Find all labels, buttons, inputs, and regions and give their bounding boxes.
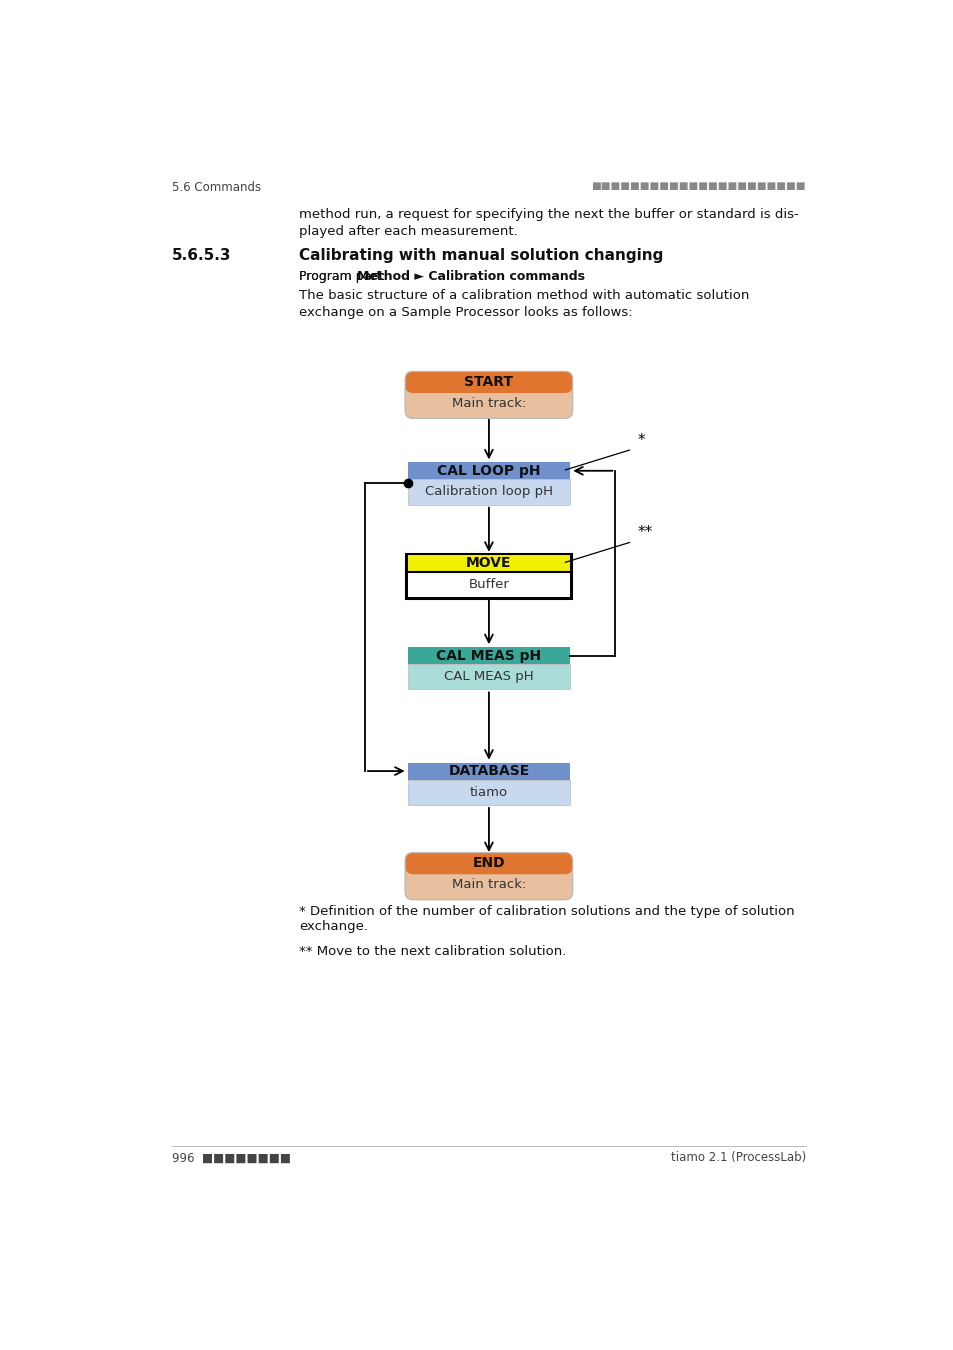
Text: method run, a request for specifying the next the buffer or standard is dis-: method run, a request for specifying the… (298, 208, 798, 221)
Text: Calibrating with manual solution changing: Calibrating with manual solution changin… (298, 248, 662, 263)
Text: tiamo: tiamo (470, 786, 507, 799)
FancyBboxPatch shape (405, 371, 572, 418)
Bar (407, 462, 570, 479)
Text: played after each measurement.: played after each measurement. (298, 225, 517, 238)
Text: *: * (637, 432, 644, 448)
Bar (407, 779, 570, 805)
Bar (407, 763, 570, 779)
Text: ** Move to the next calibration solution.: ** Move to the next calibration solution… (298, 945, 566, 958)
Text: Buffer: Buffer (468, 578, 509, 591)
FancyBboxPatch shape (405, 853, 572, 899)
Text: 996  ■■■■■■■■: 996 ■■■■■■■■ (172, 1152, 291, 1165)
Bar (407, 867, 570, 873)
Bar (407, 664, 570, 690)
Text: Main track:: Main track: (452, 878, 525, 891)
Text: **: ** (637, 525, 652, 540)
FancyBboxPatch shape (405, 853, 572, 875)
Text: * Definition of the number of calibration solutions and the type of solution: * Definition of the number of calibratio… (298, 904, 794, 918)
FancyBboxPatch shape (405, 371, 572, 393)
Bar (407, 386, 570, 393)
Text: END: END (472, 856, 505, 871)
Bar (407, 479, 570, 505)
Text: START: START (464, 375, 513, 389)
Text: CAL MEAS pH: CAL MEAS pH (436, 648, 541, 663)
Text: Program part:: Program part: (298, 270, 389, 282)
Text: The basic structure of a calibration method with automatic solution: The basic structure of a calibration met… (298, 289, 749, 302)
Text: 5.6.5.3: 5.6.5.3 (172, 248, 232, 263)
Bar (407, 555, 570, 571)
Text: CAL LOOP pH: CAL LOOP pH (436, 464, 540, 478)
Text: exchange on a Sample Processor looks as follows:: exchange on a Sample Processor looks as … (298, 306, 632, 319)
Text: ■■■■■■■■■■■■■■■■■■■■■■: ■■■■■■■■■■■■■■■■■■■■■■ (591, 181, 805, 192)
Text: MOVE: MOVE (466, 556, 511, 570)
Text: DATABASE: DATABASE (448, 764, 529, 778)
Bar (406, 554, 571, 598)
Text: CAL MEAS pH: CAL MEAS pH (444, 670, 533, 683)
Bar (407, 571, 570, 597)
Text: Main track:: Main track: (452, 397, 525, 410)
Text: Method ► Calibration commands: Method ► Calibration commands (356, 270, 584, 282)
Bar (407, 647, 570, 664)
Text: exchange.: exchange. (298, 921, 368, 933)
Text: tiamo 2.1 (ProcessLab): tiamo 2.1 (ProcessLab) (670, 1152, 805, 1165)
Text: Program part:: Program part: (298, 270, 389, 282)
Text: Calibration loop pH: Calibration loop pH (424, 486, 553, 498)
Text: 5.6 Commands: 5.6 Commands (172, 181, 261, 194)
